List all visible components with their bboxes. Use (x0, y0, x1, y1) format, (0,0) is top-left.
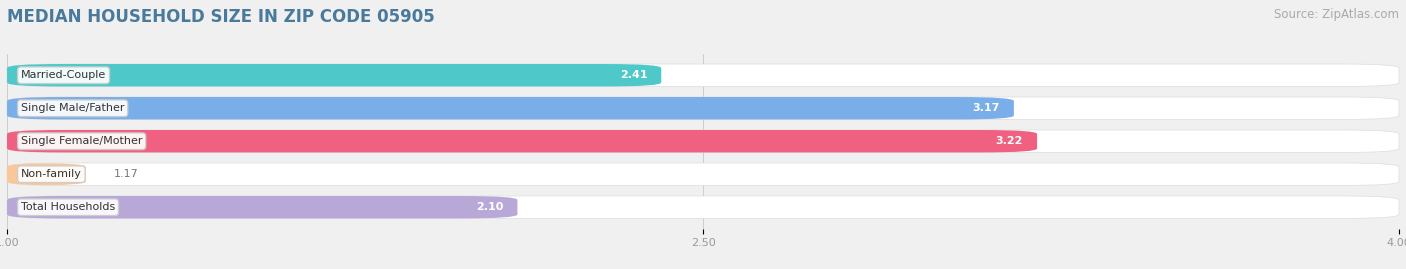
FancyBboxPatch shape (7, 163, 86, 185)
FancyBboxPatch shape (7, 64, 1399, 86)
Text: 3.22: 3.22 (995, 136, 1024, 146)
FancyBboxPatch shape (7, 130, 1399, 153)
Text: 1.17: 1.17 (114, 169, 139, 179)
FancyBboxPatch shape (7, 130, 1038, 153)
FancyBboxPatch shape (7, 196, 1399, 218)
Text: 2.41: 2.41 (620, 70, 647, 80)
Text: Non-family: Non-family (21, 169, 82, 179)
Text: Source: ZipAtlas.com: Source: ZipAtlas.com (1274, 8, 1399, 21)
Text: 2.10: 2.10 (477, 202, 503, 212)
FancyBboxPatch shape (7, 196, 517, 218)
Text: Single Female/Mother: Single Female/Mother (21, 136, 142, 146)
FancyBboxPatch shape (7, 97, 1014, 119)
Text: MEDIAN HOUSEHOLD SIZE IN ZIP CODE 05905: MEDIAN HOUSEHOLD SIZE IN ZIP CODE 05905 (7, 8, 434, 26)
Text: 3.17: 3.17 (973, 103, 1000, 113)
FancyBboxPatch shape (7, 64, 661, 86)
Text: Married-Couple: Married-Couple (21, 70, 107, 80)
FancyBboxPatch shape (7, 163, 1399, 185)
Text: Single Male/Father: Single Male/Father (21, 103, 125, 113)
Text: Total Households: Total Households (21, 202, 115, 212)
FancyBboxPatch shape (7, 97, 1399, 119)
